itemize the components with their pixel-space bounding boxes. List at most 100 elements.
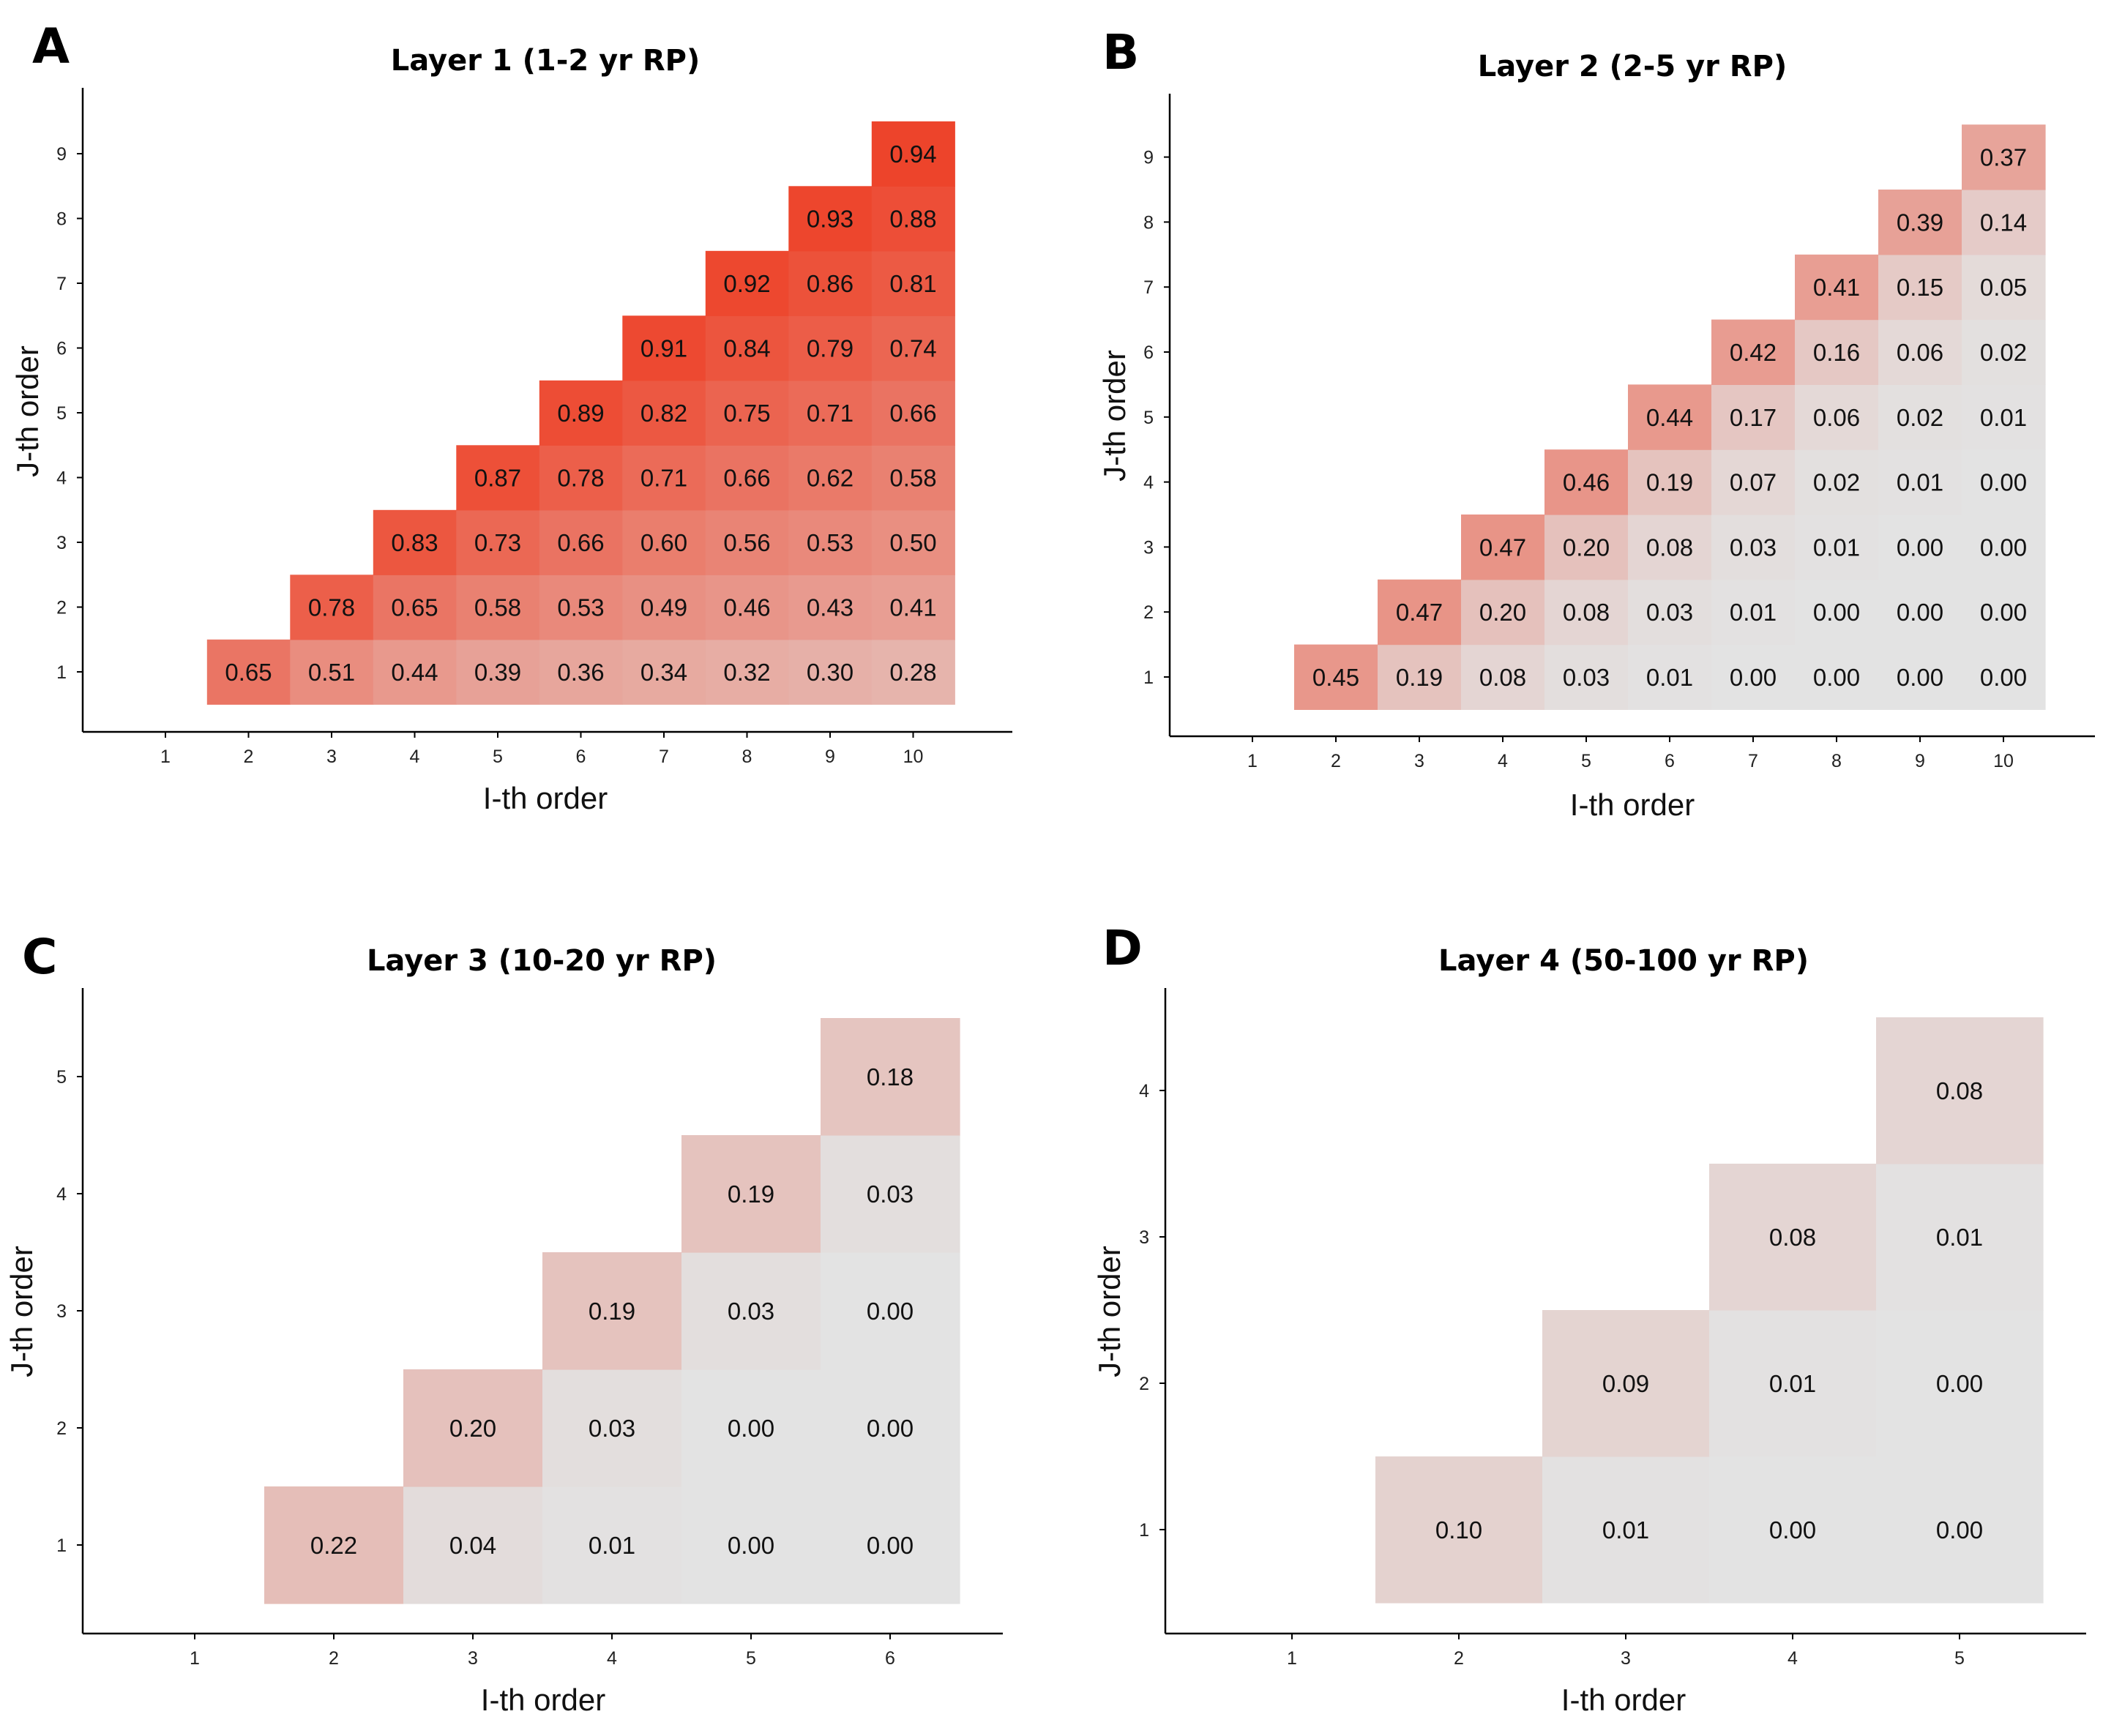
cell-label-a-i6-j4: 0.78 <box>557 465 604 492</box>
x-tick-b-5: 5 <box>1581 751 1591 771</box>
cell-b-i5-j4 <box>1544 449 1629 515</box>
y-tick-b-3: 3 <box>1143 537 1154 558</box>
x-tick-a-5: 5 <box>493 747 503 767</box>
cell-label-b-i9-j8: 0.39 <box>1897 209 1943 236</box>
y-tick-a-8: 8 <box>56 209 67 230</box>
cell-label-b-i10-j5: 0.01 <box>1980 404 2027 431</box>
cell-b-i9-j5 <box>1878 384 1962 450</box>
cell-a-i10-j3 <box>871 509 955 575</box>
cell-a-i5-j2 <box>456 575 540 640</box>
cell-label-b-i10-j7: 0.05 <box>1980 274 2027 301</box>
cell-b-i10-j1 <box>1962 644 2046 710</box>
y-tick-c-3: 3 <box>56 1301 67 1322</box>
y-tick-a-4: 4 <box>56 468 67 489</box>
cell-d-i3-j1 <box>1542 1456 1710 1604</box>
cell-label-b-i10-j6: 0.02 <box>1980 339 2027 366</box>
panel-letter-a: A <box>32 18 70 75</box>
cell-a-i9-j7 <box>788 250 873 316</box>
cell-a-i6-j5 <box>539 380 623 446</box>
cell-c-i6-j1 <box>821 1486 960 1604</box>
cell-c-i5-j1 <box>681 1486 821 1604</box>
cell-b-i10-j7 <box>1962 254 2046 321</box>
cell-label-c-i6-j1: 0.00 <box>867 1532 914 1559</box>
cell-label-a-i9-j3: 0.53 <box>807 529 853 556</box>
cell-a-i4-j3 <box>373 509 457 575</box>
cell-label-a-i9-j1: 0.30 <box>807 659 853 686</box>
cell-b-i6-j5 <box>1628 384 1712 450</box>
y-tick-c-1: 1 <box>56 1535 67 1556</box>
cell-b-i9-j2 <box>1878 579 1962 646</box>
cell-label-b-i7-j4: 0.07 <box>1730 469 1777 496</box>
cell-label-b-i7-j1: 0.00 <box>1730 664 1777 691</box>
cell-label-b-i9-j7: 0.15 <box>1897 274 1943 301</box>
cell-a-i8-j3 <box>705 509 789 575</box>
cell-label-a-i9-j7: 0.86 <box>807 270 853 297</box>
cell-a-i6-j1 <box>539 639 623 705</box>
cell-label-b-i6-j4: 0.19 <box>1646 469 1693 496</box>
cell-label-a-i9-j6: 0.79 <box>807 335 853 362</box>
cell-a-i3-j1 <box>290 639 374 705</box>
cell-label-d-i5-j1: 0.00 <box>1936 1516 1983 1544</box>
cell-label-a-i3-j1: 0.51 <box>308 659 355 686</box>
cell-label-b-i9-j6: 0.06 <box>1897 339 1943 366</box>
cell-label-b-i8-j1: 0.00 <box>1813 664 1860 691</box>
cell-d-i4-j1 <box>1709 1456 1877 1604</box>
cell-a-i10-j2 <box>871 575 955 640</box>
cell-b-i3-j1 <box>1378 644 1462 710</box>
cell-label-a-i7-j2: 0.49 <box>640 594 687 621</box>
cell-label-b-i5-j2: 0.08 <box>1563 599 1610 626</box>
y-tick-b-1: 1 <box>1143 667 1154 688</box>
cell-label-a-i7-j3: 0.60 <box>640 529 687 556</box>
cell-label-d-i5-j4: 0.08 <box>1936 1077 1983 1104</box>
cell-d-i5-j1 <box>1876 1456 2044 1604</box>
cell-c-i4-j1 <box>542 1486 682 1604</box>
x-tick-b-4: 4 <box>1498 751 1508 771</box>
cell-label-a-i8-j5: 0.75 <box>723 400 770 427</box>
x-tick-d-2: 2 <box>1454 1648 1464 1669</box>
cell-label-a-i4-j1: 0.44 <box>391 659 438 686</box>
cell-c-i3-j2 <box>403 1369 543 1487</box>
cell-label-c-i3-j2: 0.20 <box>449 1415 496 1442</box>
panel-c-y-axis-label: J-th order <box>4 1246 39 1377</box>
cell-label-b-i10-j8: 0.14 <box>1980 209 2027 236</box>
cell-label-a-i7-j5: 0.82 <box>640 400 687 427</box>
cell-a-i8-j7 <box>705 250 789 316</box>
cell-b-i10-j8 <box>1962 190 2046 255</box>
cell-a-i9-j5 <box>788 380 873 446</box>
cell-c-i6-j2 <box>821 1369 960 1487</box>
cell-label-a-i10-j4: 0.58 <box>889 465 936 492</box>
x-tick-a-8: 8 <box>742 747 752 767</box>
cell-label-a-i8-j1: 0.32 <box>723 659 770 686</box>
x-tick-b-10: 10 <box>1993 751 2014 771</box>
cell-a-i9-j6 <box>788 315 873 381</box>
cell-label-b-i8-j5: 0.06 <box>1813 404 1860 431</box>
cell-b-i4-j2 <box>1461 579 1545 646</box>
cell-b-i9-j7 <box>1878 254 1962 321</box>
cell-label-a-i10-j3: 0.50 <box>889 529 936 556</box>
cell-b-i8-j4 <box>1795 449 1879 515</box>
cell-b-i5-j3 <box>1544 515 1629 580</box>
cell-label-d-i4-j1: 0.00 <box>1769 1516 1816 1544</box>
x-tick-a-1: 1 <box>160 747 171 767</box>
x-tick-c-2: 2 <box>329 1648 339 1669</box>
cell-b-i6-j3 <box>1628 515 1712 580</box>
cell-label-d-i5-j3: 0.01 <box>1936 1224 1983 1251</box>
cell-label-a-i5-j1: 0.39 <box>474 659 521 686</box>
y-tick-d-2: 2 <box>1139 1374 1149 1394</box>
cell-a-i10-j5 <box>871 380 955 446</box>
cell-b-i9-j8 <box>1878 190 1962 255</box>
cell-label-b-i9-j2: 0.00 <box>1897 599 1943 626</box>
cell-label-b-i9-j5: 0.02 <box>1897 404 1943 431</box>
panel-d-x-axis-label: I-th order <box>1561 1683 1686 1717</box>
cell-b-i4-j1 <box>1461 644 1545 710</box>
cell-b-i10-j2 <box>1962 579 2046 646</box>
cell-label-b-i6-j2: 0.03 <box>1646 599 1693 626</box>
cell-label-a-i8-j7: 0.92 <box>723 270 770 297</box>
cell-label-b-i8-j2: 0.00 <box>1813 599 1860 626</box>
cell-label-b-i4-j1: 0.08 <box>1479 664 1526 691</box>
heatmap-c: 0.22 0.04 0.01 0.00 0.00 0.20 0.03 0.00 0.00 0.19… <box>56 988 1003 1669</box>
cell-label-b-i6-j5: 0.44 <box>1646 404 1693 431</box>
cell-label-b-i8-j4: 0.02 <box>1813 469 1860 496</box>
cell-label-b-i9-j3: 0.00 <box>1897 534 1943 561</box>
